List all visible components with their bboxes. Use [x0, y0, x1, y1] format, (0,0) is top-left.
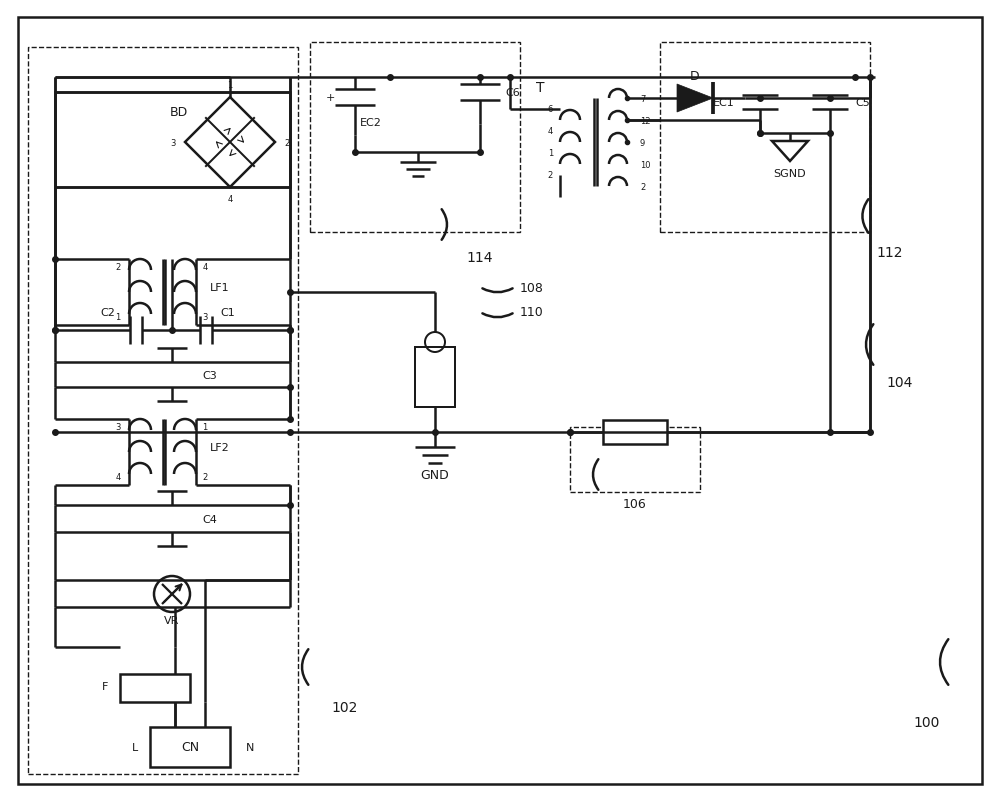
Bar [660, 43, 870, 233]
Text: 10: 10 [640, 160, 650, 169]
Text: 1: 1 [548, 149, 553, 158]
Text: 9: 9 [640, 138, 645, 148]
Text: 4: 4 [548, 128, 553, 136]
Text: +: + [325, 93, 335, 103]
Bar [120, 674, 190, 702]
Text: 4: 4 [227, 195, 233, 205]
Text: 4: 4 [202, 263, 208, 272]
Text: CN: CN [181, 740, 199, 754]
Text: 12: 12 [640, 116, 650, 125]
Text: 1: 1 [115, 313, 121, 322]
Text: C2: C2 [101, 308, 115, 318]
Bar [603, 420, 667, 444]
Text: 3: 3 [202, 313, 208, 322]
Bar [28, 48, 298, 774]
Text: 106: 106 [623, 498, 647, 511]
Text: 2: 2 [640, 182, 645, 191]
Text: 108: 108 [520, 282, 544, 294]
Text: LF1: LF1 [210, 282, 230, 293]
Text: SGND: SGND [774, 168, 806, 179]
Text: BD: BD [170, 107, 188, 119]
Text: C5: C5 [855, 98, 870, 107]
Text: 2: 2 [202, 473, 208, 482]
Text: 114: 114 [467, 251, 493, 265]
Text: 7: 7 [640, 95, 645, 103]
Bar [415, 347, 455, 407]
Text: C6: C6 [505, 88, 520, 98]
Text: 3: 3 [115, 423, 121, 432]
Text: C4: C4 [203, 514, 217, 525]
Text: 2: 2 [115, 263, 121, 272]
Text: C1: C1 [221, 308, 235, 318]
Text: T: T [536, 81, 544, 95]
Text: EC2: EC2 [360, 118, 382, 128]
Text: 100: 100 [914, 715, 940, 729]
Text: D: D [690, 71, 700, 83]
Text: 3: 3 [170, 138, 176, 148]
Text: N: N [246, 742, 254, 752]
Text: 2: 2 [548, 172, 553, 180]
Text: C3: C3 [203, 371, 217, 380]
Text: 4: 4 [115, 473, 121, 482]
Bar [55, 93, 290, 188]
Text: 2: 2 [284, 138, 290, 148]
Bar [570, 427, 700, 492]
Bar [310, 43, 520, 233]
Text: F: F [102, 681, 108, 691]
Text: 6: 6 [548, 105, 553, 115]
Text: VR: VR [164, 615, 180, 626]
Text: 102: 102 [332, 700, 358, 714]
Text: 1: 1 [227, 81, 233, 91]
Text: 112: 112 [877, 245, 903, 260]
Text: GND: GND [421, 469, 449, 482]
Bar [150, 727, 230, 767]
Text: 110: 110 [520, 306, 544, 319]
Text: 1: 1 [202, 423, 208, 432]
Text: LF2: LF2 [210, 443, 230, 452]
Text: 104: 104 [887, 375, 913, 390]
Text: L: L [132, 742, 138, 752]
Text: EC1: EC1 [713, 98, 735, 107]
Polygon shape [677, 85, 713, 113]
